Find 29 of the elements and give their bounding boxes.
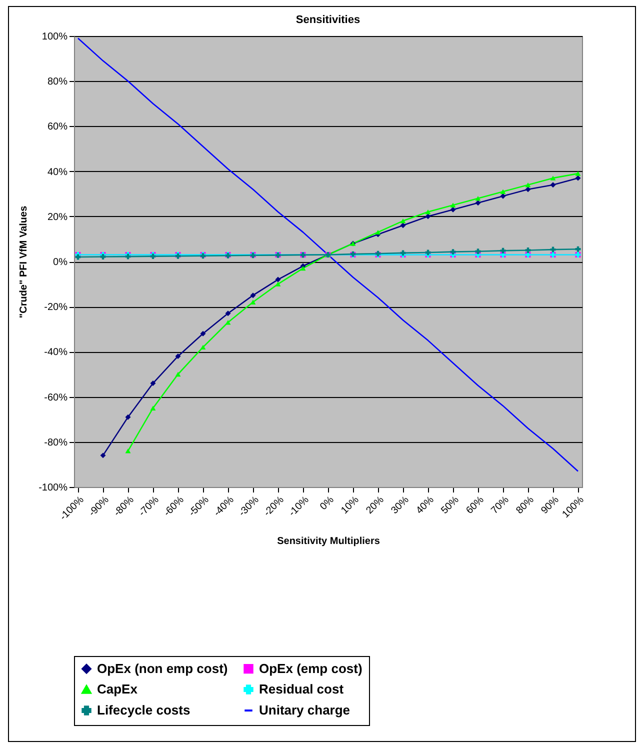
y-tick-label: 60%: [47, 122, 68, 133]
x-tick-label: 60%: [464, 494, 486, 516]
legend-label: OpEx (emp cost): [259, 660, 362, 676]
y-tick-label: 40%: [47, 166, 68, 178]
y-axis-title: "Crude" PFI VfM Values: [18, 205, 30, 318]
y-tick-label: -100%: [38, 482, 68, 494]
x-tick-label: 80%: [514, 494, 536, 516]
y-tick-label: -20%: [44, 302, 68, 314]
x-tick-label: 30%: [389, 494, 412, 516]
x-tick-label: 10%: [339, 494, 362, 516]
y-tick-label: -80%: [44, 437, 68, 448]
legend-label: OpEx (non emp cost): [97, 660, 228, 676]
y-tick-label: 0%: [53, 257, 68, 268]
y-tick-label: -60%: [44, 392, 68, 404]
x-tick-label: 0%: [318, 494, 336, 512]
x-axis-title: Sensitivity Multipliers: [277, 536, 380, 548]
chart-title: Sensitivities: [296, 14, 360, 26]
y-tick-label: 80%: [47, 76, 68, 88]
y-tick-label: 20%: [47, 212, 68, 223]
x-tick-label: 50%: [439, 494, 462, 516]
x-tick-label: 40%: [414, 494, 436, 516]
legend-label: CapEx: [97, 682, 138, 696]
x-tick-label: 70%: [489, 494, 512, 516]
y-tick-label: -40%: [44, 347, 68, 358]
legend-label: Lifecycle costs: [97, 702, 190, 718]
legend-label: Residual cost: [259, 682, 344, 696]
x-tick-label: 90%: [539, 494, 562, 516]
y-tick-label: 100%: [42, 32, 68, 42]
legend-label: Unitary charge: [259, 702, 350, 718]
